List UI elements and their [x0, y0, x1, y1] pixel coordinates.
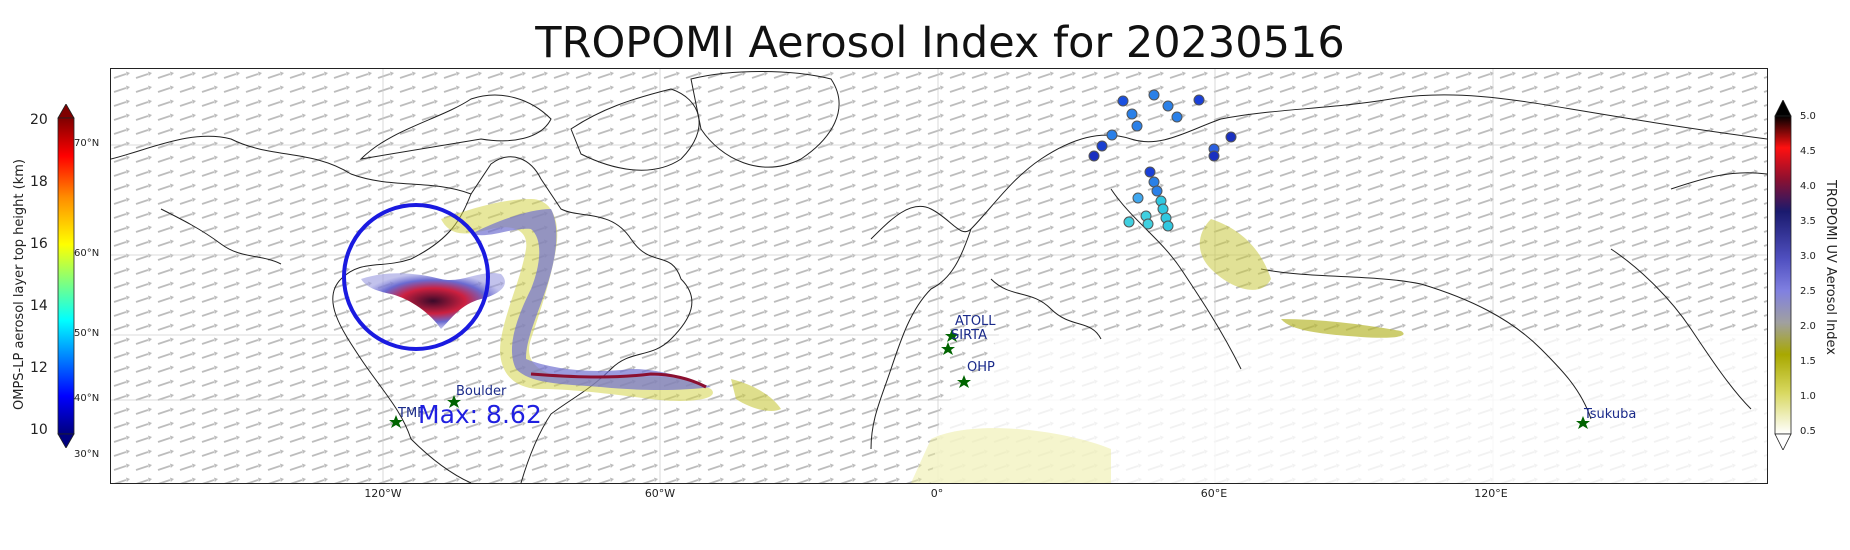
left-cb-tick-10: 10	[30, 422, 48, 438]
site-star-boulder	[447, 395, 461, 408]
lon-label-120w: 120°W	[364, 487, 402, 500]
right-cb-tick-5-0: 5.0	[1800, 111, 1816, 122]
left-colorbar-label: OMPS-LP aerosol layer top height (km)	[12, 159, 27, 410]
max-value-label: Max: 8.62	[418, 400, 542, 429]
lat-label-30n: 30°N	[74, 449, 100, 460]
lat-label-60n: 60°N	[74, 248, 100, 259]
map-title: TROPOMI Aerosol Index for 20230516	[535, 18, 1345, 68]
right-colorbar-label: TROPOMI UV Aerosol Index	[1823, 180, 1838, 355]
lat-label-70n: 70°N	[74, 138, 100, 149]
right-colorbar	[1774, 100, 1792, 450]
site-star-sirta	[941, 342, 955, 355]
left-cb-tick-12: 12	[30, 360, 48, 376]
right-cb-tick-1-5: 1.5	[1800, 356, 1816, 367]
right-cb-tick-1-0: 1.0	[1800, 391, 1816, 402]
aerosol-faint-sahara	[911, 428, 1111, 483]
left-cb-tick-16: 16	[30, 236, 48, 252]
left-cb-tick-18: 18	[30, 174, 48, 190]
site-star-atoll	[945, 329, 959, 342]
right-cb-tick-2-5: 2.5	[1800, 286, 1816, 297]
site-label-tsukuba: Tsukuba	[1584, 407, 1637, 422]
site-markers	[389, 329, 1590, 429]
site-label-atoll: ATOLL	[955, 314, 996, 329]
lon-label-120e: 120°E	[1474, 487, 1508, 500]
no-data-area	[931, 331, 1767, 483]
site-label-sirta: SIRTA	[951, 328, 987, 343]
right-cb-tick-2-0: 2.0	[1800, 321, 1816, 332]
map-canvas	[111, 69, 1767, 483]
aerosol-plume	[361, 199, 1404, 411]
max-highlight-circle	[342, 203, 490, 351]
lat-label-40n: 40°N	[74, 393, 100, 404]
site-star-tsukuba	[1576, 416, 1590, 429]
right-cb-tick-4-0: 4.0	[1800, 181, 1816, 192]
omps-lp-points	[1088, 89, 1237, 232]
lon-label-60e: 60°E	[1200, 487, 1228, 500]
left-cb-tick-14: 14	[30, 298, 48, 314]
site-star-ohp	[957, 375, 971, 388]
right-cb-tick-4-5: 4.5	[1800, 146, 1816, 157]
site-label-tmf: TMF	[398, 406, 425, 421]
right-cb-tick-0-5: 0.5	[1800, 426, 1816, 437]
site-label-ohp: OHP	[967, 360, 995, 375]
left-colorbar	[57, 104, 75, 448]
map-panel[interactable]	[110, 68, 1768, 484]
left-cb-tick-20: 20	[30, 112, 48, 128]
lon-label-60w: 60°W	[644, 487, 676, 500]
lat-label-50n: 50°N	[74, 328, 100, 339]
site-star-tmf	[389, 415, 403, 428]
site-label-boulder: Boulder	[456, 384, 507, 399]
lon-label-0: 0°	[930, 487, 944, 500]
right-cb-tick-3-0: 3.0	[1800, 251, 1816, 262]
right-cb-tick-3-5: 3.5	[1800, 216, 1816, 227]
